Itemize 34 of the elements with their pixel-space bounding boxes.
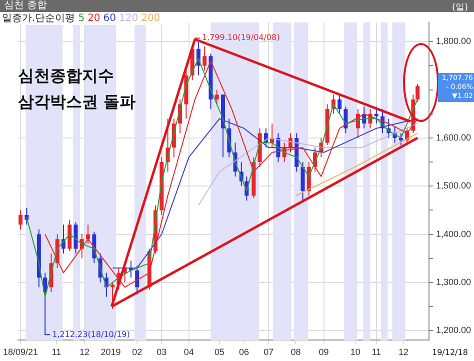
x-tick-label: 08 (290, 347, 301, 358)
annotation: 삼각박스권 돌파 (18, 92, 136, 113)
x-tick-label: 11 (52, 347, 62, 358)
x-tick-label: 11 (372, 347, 382, 358)
y-tick-label: 1,300.00 (436, 276, 472, 287)
chart-title: 심천 종합 (4, 0, 48, 11)
text: 19/12/18 (432, 348, 468, 357)
x-tick-label: 05 (214, 347, 224, 358)
annotation: 심천종합지수 (18, 66, 114, 87)
text: 5 (78, 13, 85, 24)
x-tick-label: 12 (80, 347, 90, 358)
x-tick-label: 12 (398, 347, 409, 358)
x-tick-label: 10 (350, 347, 360, 358)
text: 20 (88, 13, 100, 24)
text: 60 (103, 13, 116, 24)
x-tick-label: 09 (318, 347, 329, 358)
text: (일) (452, 2, 468, 14)
text: 120 (119, 13, 138, 24)
y-tick-label: 1,600.00 (436, 132, 472, 142)
x-tick-label: 02 (132, 347, 142, 358)
x-tick-label: 2019 (100, 347, 121, 358)
x-tick-label: 04 (184, 347, 194, 358)
x-tick-label: 03 (156, 347, 167, 358)
y-tick-label: 1,800.00 (436, 36, 472, 46)
annotation: 1,799.10(19/04/08) (202, 33, 280, 42)
y-tick-label: 1,200.00 (436, 325, 472, 336)
x-tick-label: 06 (239, 347, 250, 358)
text: 200 (141, 13, 160, 24)
x-tick-label: 07 (264, 347, 274, 358)
y-tick-label: 1,400.00 (436, 228, 472, 239)
annotation: 1,212.23(18/10/19) (52, 330, 130, 339)
x-tick-label: 18/09/21 (3, 347, 38, 358)
y-tick-label: 1,500.00 (436, 180, 472, 191)
legend-title: 일종가.단순이평 (2, 13, 76, 24)
